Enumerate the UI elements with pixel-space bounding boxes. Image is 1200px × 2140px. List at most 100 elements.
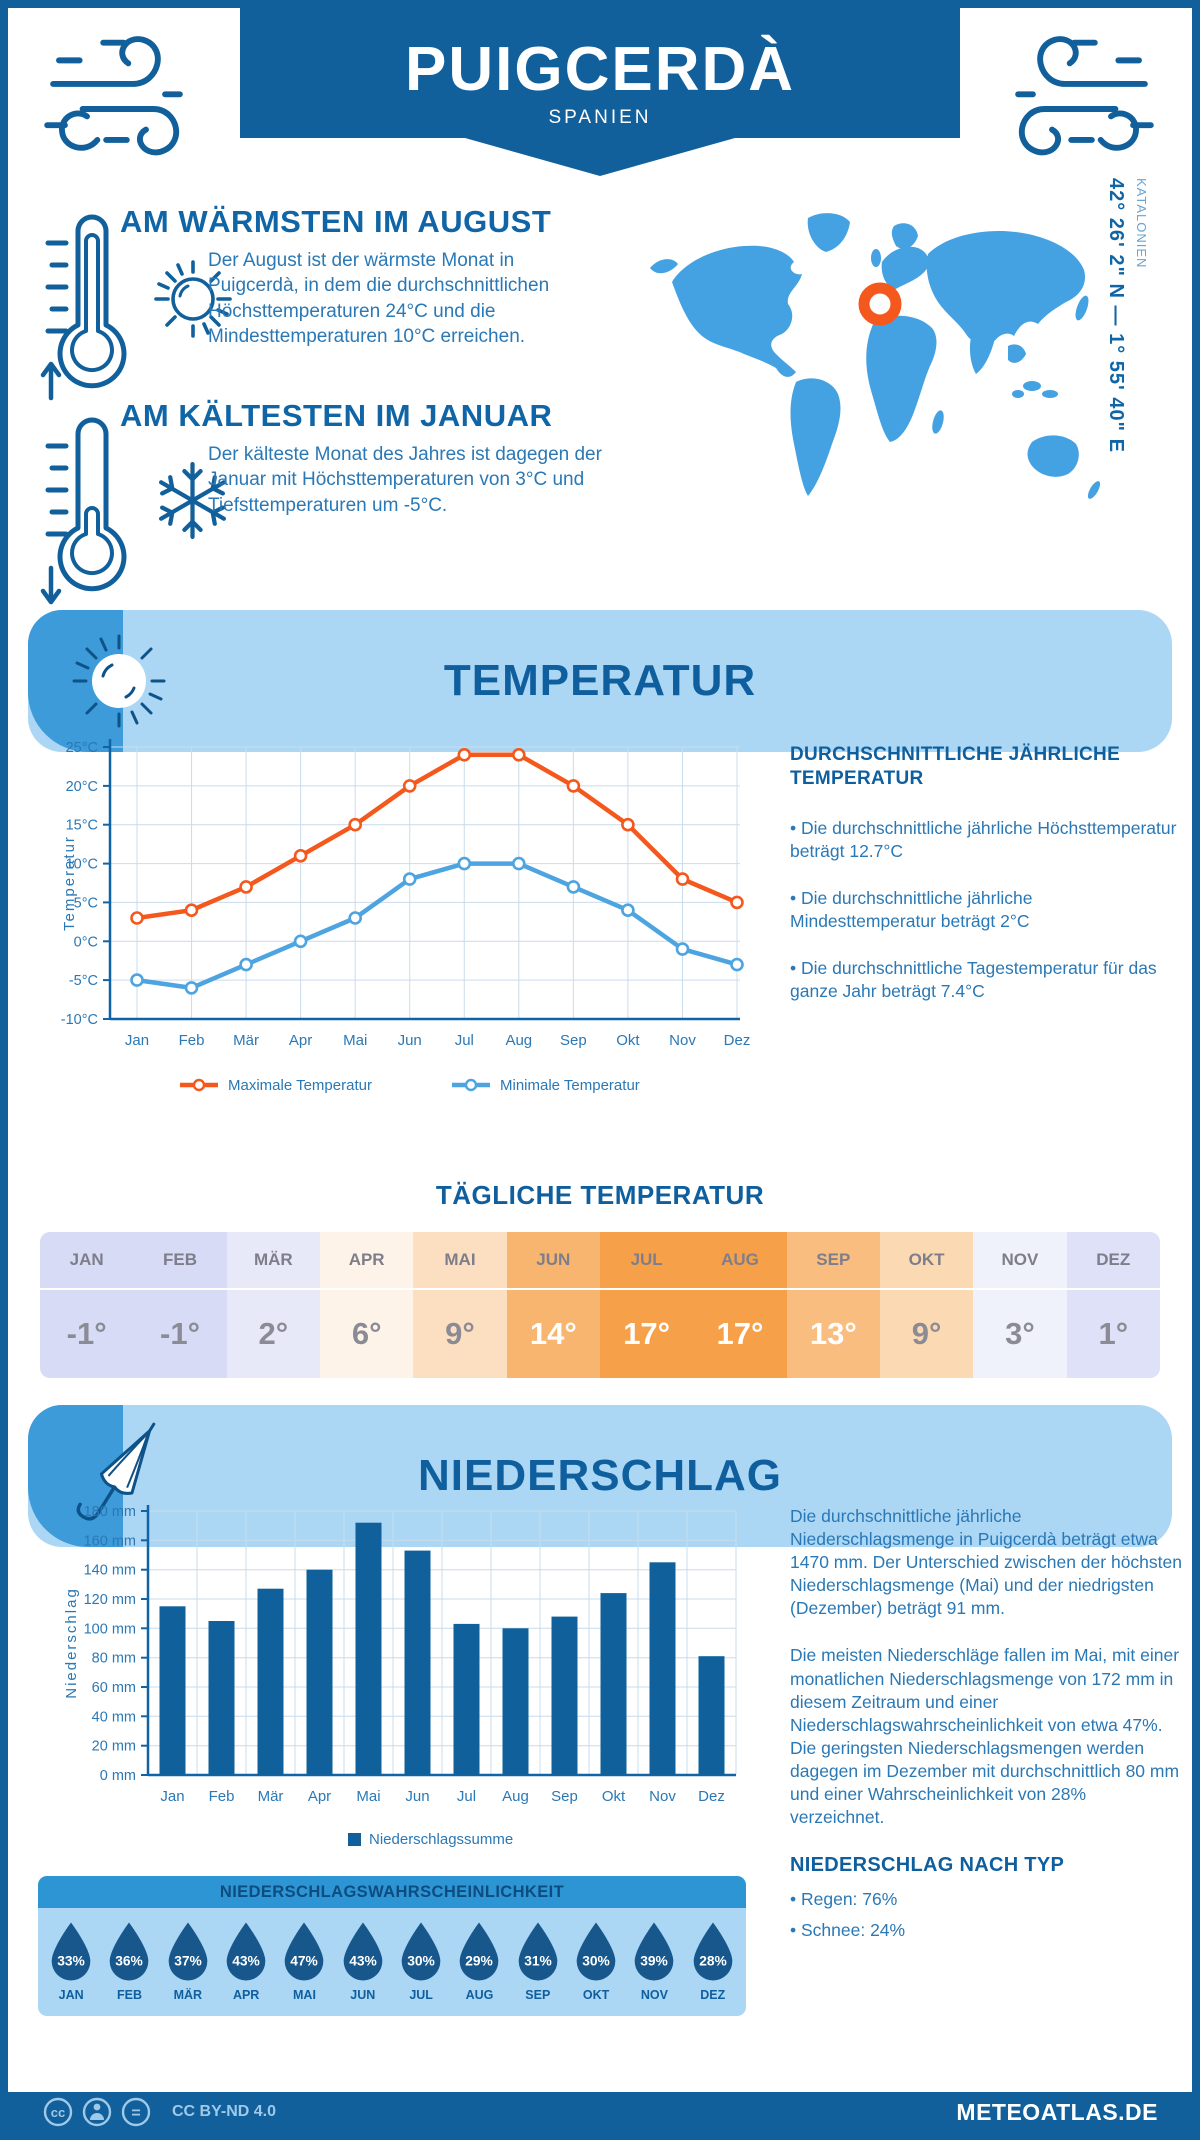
svg-text:Nov: Nov	[649, 1788, 676, 1805]
cold-fact-text: Der kälteste Monat des Jahres ist dagege…	[208, 444, 602, 516]
svg-text:28%: 28%	[699, 1954, 727, 1969]
daily-temp-cell: JUN 14°	[506, 1232, 600, 1378]
daily-temp-cell: MÄR 2°	[226, 1232, 320, 1378]
probability-month: APR	[232, 1988, 260, 2002]
daily-temp-value: 9°	[911, 1316, 942, 1351]
page-subtitle: SPANIEN	[548, 107, 652, 128]
svg-text:25°C: 25°C	[66, 740, 98, 756]
rain-share-bullet: • Regen: 76%	[790, 1889, 898, 1910]
droplet-icon: 47%	[285, 1922, 324, 1981]
header-banner	[240, 8, 960, 138]
svg-text:Niederschlag: Niederschlag	[63, 1587, 80, 1699]
coordinates-text: 42° 26' 2" N — 1° 55' 40" E	[1105, 178, 1127, 453]
svg-text:-5°C: -5°C	[69, 973, 98, 989]
probability-item: 33% JAN	[42, 1920, 100, 2002]
svg-text:Nov: Nov	[669, 1032, 696, 1049]
temperature-line-chart: -10°C -5°C 0°C 5°C 10°C 15°C 20°C 25°C Jan Feb Mär…	[61, 739, 750, 1094]
probability-item: 36% FEB	[100, 1920, 158, 2002]
probability-month: SEP	[525, 1988, 551, 2002]
svg-text:43%: 43%	[349, 1954, 377, 1969]
daily-temp-month: APR	[319, 1232, 414, 1290]
daily-temp-month: MÄR	[226, 1232, 320, 1290]
svg-text:Jul: Jul	[455, 1032, 474, 1049]
svg-text:Temperatur: Temperatur	[61, 835, 78, 931]
daily-temp-cell: NOV 3°	[973, 1232, 1067, 1378]
daily-temp-month: FEB	[133, 1232, 227, 1290]
probability-item: 43% APR	[217, 1920, 275, 2002]
svg-text:Feb: Feb	[209, 1788, 235, 1805]
annual-temperature-summary: DURCHSCHNITTLICHE JÄHRLICHE TEMPERATUR •…	[790, 743, 1180, 1027]
coordinates-block: 42° 26' 2" N — 1° 55' 40" E KATALONIEN	[1104, 178, 1149, 453]
svg-text:Jul: Jul	[457, 1788, 476, 1805]
probability-month: DEZ	[700, 1988, 726, 2002]
svg-text:Jan: Jan	[125, 1032, 149, 1049]
svg-text:30%: 30%	[582, 1954, 610, 1969]
svg-text:80 mm: 80 mm	[92, 1651, 136, 1667]
daily-temp-month: AUG	[693, 1232, 787, 1290]
probability-item: 31% SEP	[509, 1920, 567, 2002]
daily-temp-cell: AUG 17°	[693, 1232, 787, 1378]
droplet-icon: 36%	[110, 1922, 149, 1981]
precipitation-probability-heading: NIEDERSCHLAGSWAHRSCHEINLICHKEIT	[38, 1876, 746, 1908]
probability-item: 37% MÄR	[159, 1920, 217, 2002]
daily-temp-value: 3°	[1005, 1316, 1035, 1351]
annual-max-bullet: • Die durchschnittliche jährliche Höchst…	[790, 817, 1177, 861]
daily-temp-value: 2°	[258, 1316, 289, 1351]
svg-text:20 mm: 20 mm	[92, 1739, 136, 1755]
droplet-icon: 30%	[576, 1922, 616, 1981]
probability-item: 47% MAI	[275, 1920, 333, 2002]
probability-item: 29% AUG	[450, 1920, 508, 2002]
svg-text:10°C: 10°C	[66, 857, 98, 873]
svg-text:0 mm: 0 mm	[100, 1768, 136, 1784]
probability-month: MAI	[293, 1988, 316, 2002]
svg-text:5°C: 5°C	[74, 895, 98, 911]
precipitation-paragraph: Die meisten Niederschläge fallen im Mai,…	[790, 1645, 1180, 1828]
svg-text:100 mm: 100 mm	[84, 1621, 136, 1637]
warm-fact-title: AM WÄRMSTEN IM AUGUST	[120, 204, 552, 239]
svg-text:Jun: Jun	[405, 1788, 429, 1805]
probability-month: JAN	[58, 1988, 84, 2002]
probability-item: 28% DEZ	[684, 1920, 742, 2002]
daily-temp-month: DEZ	[1066, 1232, 1160, 1290]
svg-text:Aug: Aug	[502, 1788, 529, 1805]
svg-text:0°C: 0°C	[74, 934, 98, 950]
sun-icon	[154, 260, 232, 338]
daily-temp-cell: JAN -1°	[40, 1232, 134, 1378]
location-marker	[858, 282, 902, 326]
umbrella-banner-icon	[76, 1422, 156, 1521]
precipitation-summary: Die durchschnittliche jährliche Niedersc…	[790, 1505, 1182, 1942]
svg-text:Apr: Apr	[308, 1788, 331, 1805]
daily-temp-cell: DEZ 1°	[1066, 1232, 1160, 1378]
daily-temperature-table: JAN -1° FEB -1° MÄR 2° APR 6° MAI 9° JUN…	[40, 1232, 1160, 1378]
svg-text:-10°C: -10°C	[61, 1012, 98, 1028]
svg-text:Jun: Jun	[398, 1032, 422, 1049]
cold-fact-title: AM KÄLTESTEN IM JANUAR	[120, 398, 553, 433]
probability-item: 30% JUL	[392, 1920, 450, 2002]
region-label: KATALONIEN	[1134, 178, 1149, 269]
probability-month: MÄR	[173, 1988, 203, 2002]
svg-text:33%: 33%	[57, 1954, 85, 1969]
precipitation-section-banner: NIEDERSCHLAG	[28, 1405, 1172, 1547]
svg-text:Sep: Sep	[560, 1032, 587, 1049]
daily-temp-cell: APR 6°	[319, 1232, 414, 1378]
daily-temp-value: 6°	[351, 1316, 382, 1351]
droplet-icon: 28%	[693, 1922, 733, 1981]
daily-temp-value: 13°	[809, 1316, 857, 1351]
page-title: PUIGCERDÀ	[404, 35, 796, 104]
svg-text:cc: cc	[51, 2105, 65, 2120]
warm-fact-text: Der August ist der wärmste Monat in Puig…	[208, 250, 550, 347]
svg-text:Jan: Jan	[160, 1788, 184, 1805]
precipitation-type-heading: NIEDERSCHLAG NACH TYP	[790, 1854, 1065, 1877]
probability-item: 30% OKT	[567, 1920, 625, 2002]
probability-item: 43% JUN	[334, 1920, 392, 2002]
svg-text:180 mm: 180 mm	[84, 1504, 136, 1520]
probability-month: FEB	[116, 1988, 142, 2002]
daily-temp-month: NOV	[973, 1232, 1067, 1290]
svg-text:43%: 43%	[232, 1954, 260, 1969]
probability-item: 39% NOV	[625, 1920, 683, 2002]
annual-temperature-heading: DURCHSCHNITTLICHE JÄHRLICHE TEMPERATUR	[790, 744, 1121, 789]
annual-day-bullet: • Die durchschnittliche Tagestemperatur …	[790, 957, 1157, 1001]
svg-text:Sep: Sep	[551, 1788, 578, 1805]
svg-text:29%: 29%	[466, 1954, 494, 1969]
footer: cc = CC BY-ND 4.0 METEOATLAS.DE	[8, 2092, 1192, 2132]
